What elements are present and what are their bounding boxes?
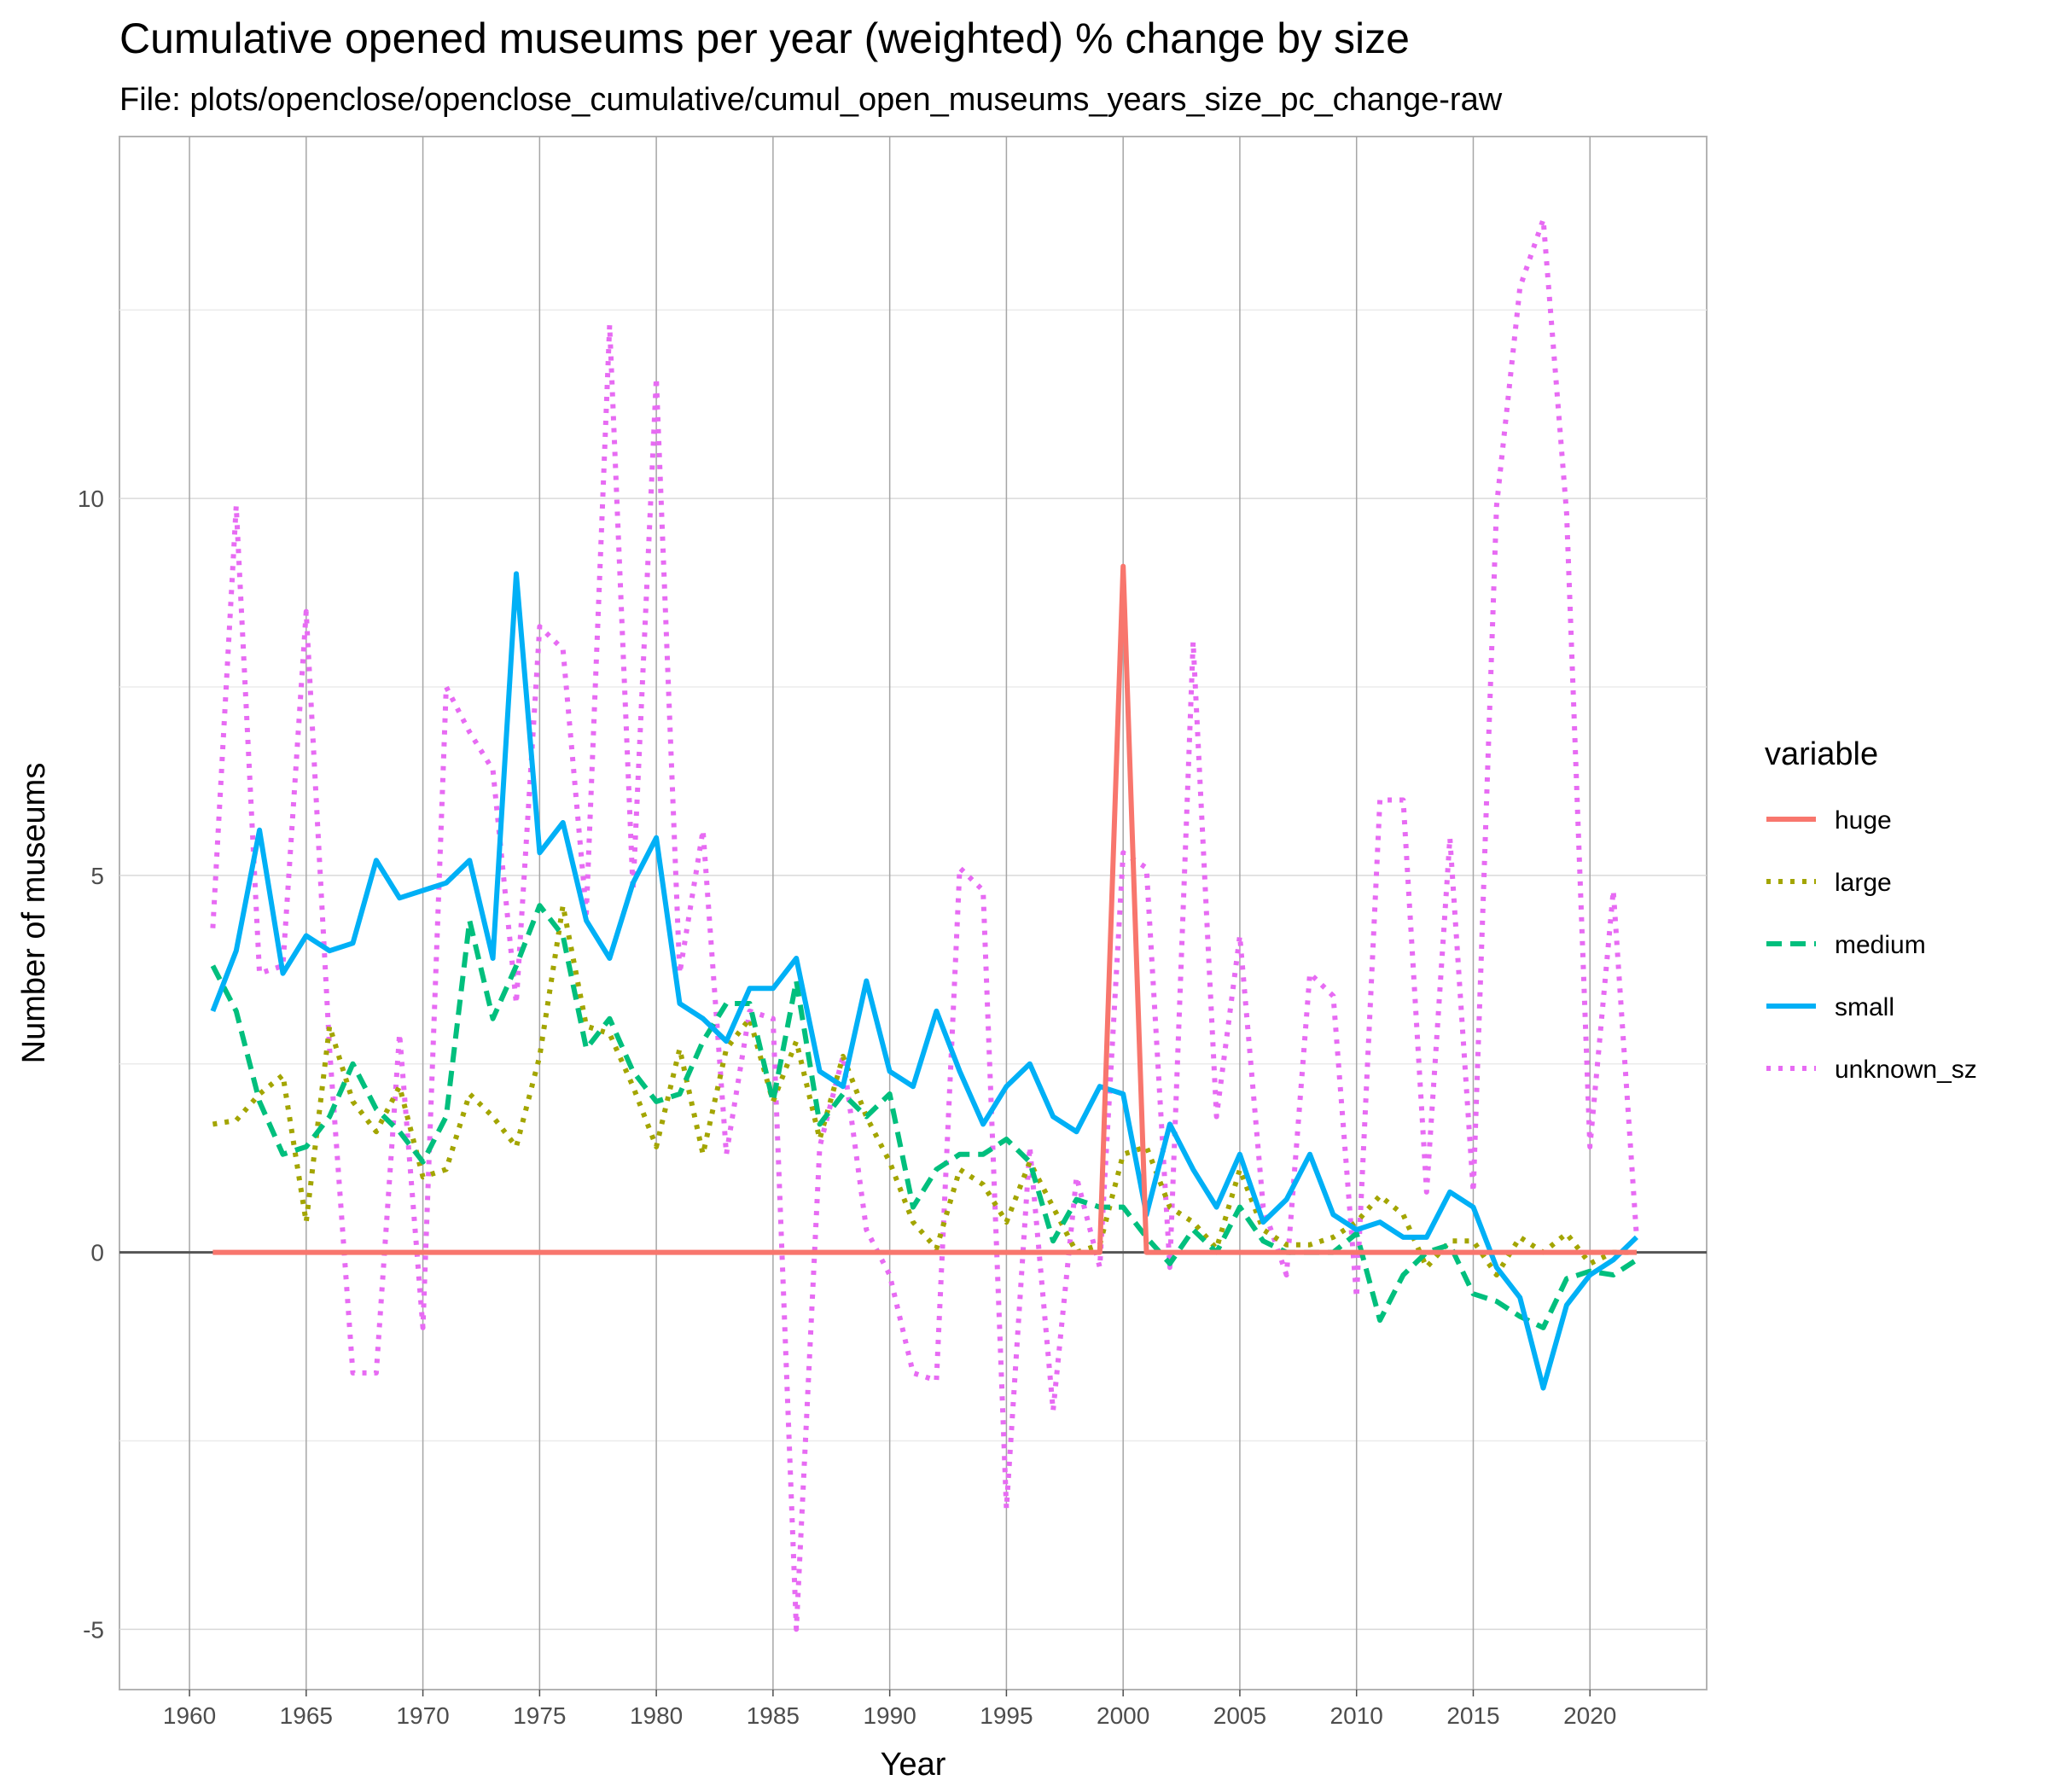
legend-title: variable xyxy=(1765,736,1878,772)
x-tick-label: 2010 xyxy=(1330,1702,1383,1729)
legend-label-huge: huge xyxy=(1835,806,1892,835)
x-axis-title: Year xyxy=(881,1747,946,1783)
x-tick-label: 1980 xyxy=(630,1702,683,1729)
chart-title: Cumulative opened museums per year (weig… xyxy=(119,15,1410,62)
chart-subtitle: File: plots/openclose/openclose_cumulati… xyxy=(119,82,1503,118)
x-tick-label: 1975 xyxy=(513,1702,566,1729)
y-tick-label: 0 xyxy=(90,1240,104,1266)
x-tick-label: 1990 xyxy=(863,1702,916,1729)
x-tick-label: 1965 xyxy=(280,1702,333,1729)
legend: variable huge large medium small unknown_sz xyxy=(1765,736,1977,1084)
axis-ticks: -5 0 5 10 1960 1965 1970 1975 1980 1985 1990 1995 20… xyxy=(78,486,1617,1729)
x-tick-label: 1960 xyxy=(163,1702,216,1729)
plot-panel xyxy=(119,136,1708,1690)
x-tick-label: 2005 xyxy=(1213,1702,1266,1729)
legend-label-small: small xyxy=(1835,993,1894,1021)
legend-label-unknown_sz: unknown_sz xyxy=(1835,1056,1977,1084)
x-tick-label: 2020 xyxy=(1563,1702,1616,1729)
series-lines xyxy=(210,217,1639,1632)
series-line-medium xyxy=(210,903,1638,1330)
x-tick-label: 2000 xyxy=(1097,1702,1149,1729)
legend-label-large: large xyxy=(1835,869,1892,897)
x-tick-label: 1970 xyxy=(396,1702,449,1729)
y-axis-title: Number of museums xyxy=(16,763,52,1064)
x-tick-label: 2015 xyxy=(1446,1702,1499,1729)
y-tick-label: 5 xyxy=(90,863,104,889)
series-line-small xyxy=(210,571,1638,1391)
y-tick-label: -5 xyxy=(83,1616,104,1643)
legend-label-medium: medium xyxy=(1835,931,1926,959)
x-tick-label: 1985 xyxy=(747,1702,800,1729)
y-tick-label: 10 xyxy=(78,486,104,512)
x-tick-label: 1995 xyxy=(980,1702,1033,1729)
series-line-huge xyxy=(212,563,1637,1255)
